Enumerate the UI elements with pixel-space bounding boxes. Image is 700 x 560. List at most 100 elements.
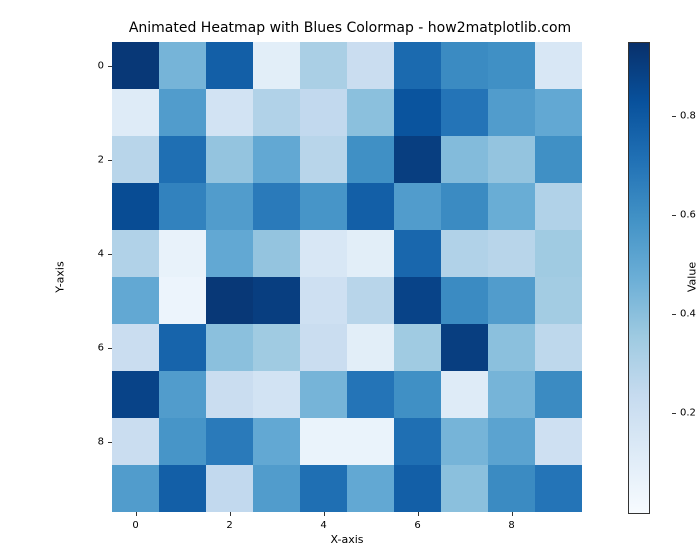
heatmap-cell [535, 183, 582, 230]
heatmap-cell [394, 230, 441, 277]
figure: Animated Heatmap with Blues Colormap - h… [0, 0, 700, 560]
heatmap-cell [206, 465, 253, 512]
heatmap-cell [394, 324, 441, 371]
y-tick-label: 2 [84, 154, 104, 165]
heatmap-cell [488, 89, 535, 136]
heatmap-cell [347, 277, 394, 324]
x-tick-mark [324, 512, 325, 516]
heatmap-cell [253, 183, 300, 230]
heatmap-cell [112, 371, 159, 418]
y-tick-label: 6 [84, 342, 104, 353]
heatmap-cell [488, 324, 535, 371]
heatmap-cell [112, 324, 159, 371]
heatmap-cell [159, 324, 206, 371]
colorbar-tick-mark [672, 413, 676, 414]
heatmap-cell [441, 136, 488, 183]
heatmap-cell [253, 324, 300, 371]
heatmap-cell [394, 183, 441, 230]
heatmap-cell [206, 136, 253, 183]
heatmap-cell [535, 89, 582, 136]
heatmap-cell [206, 371, 253, 418]
heatmap-cell [159, 183, 206, 230]
x-tick-label: 8 [508, 520, 514, 531]
heatmap-cell [253, 230, 300, 277]
heatmap-cell [394, 418, 441, 465]
colorbar-tick-label: 0.4 [680, 309, 696, 320]
heatmap-cell [112, 418, 159, 465]
heatmap-cell [112, 230, 159, 277]
heatmap-cell [300, 418, 347, 465]
heatmap-cell [159, 42, 206, 89]
heatmap-cell [253, 371, 300, 418]
heatmap-cell [488, 183, 535, 230]
x-axis-label: X-axis [331, 533, 364, 546]
heatmap-cell [488, 136, 535, 183]
heatmap-cell [535, 277, 582, 324]
heatmap-cell [300, 324, 347, 371]
heatmap-cell [347, 371, 394, 418]
y-tick-mark [108, 442, 112, 443]
heatmap-cell [159, 89, 206, 136]
heatmap-cell [300, 42, 347, 89]
heatmap-cell [112, 465, 159, 512]
heatmap-cell [394, 42, 441, 89]
colorbar-tick-label: 0.6 [680, 210, 696, 221]
heatmap-cell [159, 418, 206, 465]
heatmap-cell [441, 324, 488, 371]
heatmap-cell [206, 277, 253, 324]
heatmap-cell [394, 89, 441, 136]
heatmap-cell [347, 324, 394, 371]
heatmap-cell [488, 42, 535, 89]
heatmap-cell [394, 371, 441, 418]
heatmap-cell [253, 42, 300, 89]
heatmap-cell [347, 465, 394, 512]
heatmap-cell [441, 89, 488, 136]
heatmap-cell [112, 183, 159, 230]
heatmap-cell [159, 277, 206, 324]
heatmap-cell [112, 277, 159, 324]
heatmap-cell [159, 465, 206, 512]
x-tick-label: 4 [320, 520, 326, 531]
heatmap-cell [253, 136, 300, 183]
heatmap-cell [206, 324, 253, 371]
heatmap-cell [441, 230, 488, 277]
y-tick-label: 0 [84, 60, 104, 71]
heatmap-cell [206, 89, 253, 136]
heatmap-cell [159, 371, 206, 418]
x-tick-mark [418, 512, 419, 516]
heatmap-cell [300, 136, 347, 183]
heatmap-cell [347, 230, 394, 277]
heatmap-cell [394, 277, 441, 324]
x-tick-label: 0 [132, 520, 138, 531]
heatmap-cell [206, 42, 253, 89]
heatmap-grid [112, 42, 582, 512]
y-tick-mark [108, 66, 112, 67]
x-tick-mark [136, 512, 137, 516]
heatmap-cell [206, 183, 253, 230]
heatmap-cell [253, 277, 300, 324]
heatmap-cell [347, 136, 394, 183]
chart-title: Animated Heatmap with Blues Colormap - h… [0, 20, 700, 36]
x-tick-mark [230, 512, 231, 516]
heatmap-cell [394, 465, 441, 512]
colorbar-tick-mark [672, 314, 676, 315]
heatmap-cell [300, 89, 347, 136]
heatmap-cell [488, 230, 535, 277]
x-tick-label: 6 [414, 520, 420, 531]
heatmap-cell [441, 418, 488, 465]
heatmap-cell [300, 465, 347, 512]
heatmap-cell [441, 371, 488, 418]
heatmap-cell [300, 230, 347, 277]
heatmap-cell [488, 418, 535, 465]
heatmap-cell [159, 136, 206, 183]
heatmap-cell [253, 465, 300, 512]
heatmap-cell [253, 418, 300, 465]
heatmap-cell [112, 89, 159, 136]
heatmap-cell [535, 371, 582, 418]
heatmap-cell [253, 89, 300, 136]
heatmap-cell [206, 418, 253, 465]
heatmap-cell [300, 277, 347, 324]
heatmap-cell [347, 42, 394, 89]
heatmap-cell [347, 89, 394, 136]
colorbar-tick-label: 0.8 [680, 111, 696, 122]
